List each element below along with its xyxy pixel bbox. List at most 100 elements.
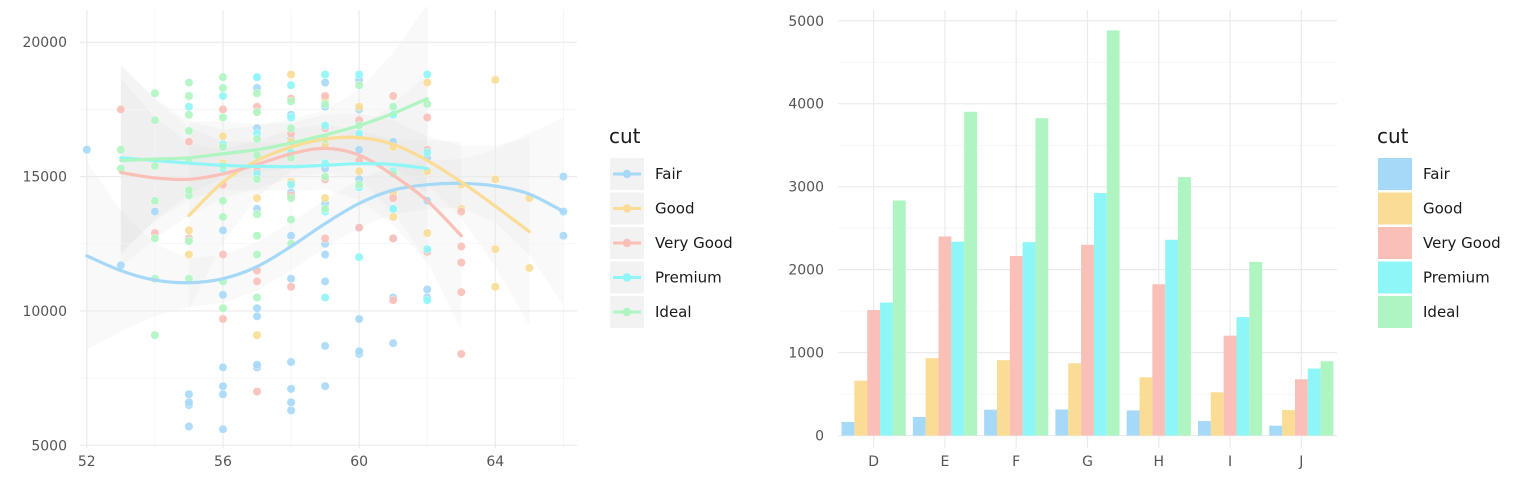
bar-good-D	[854, 380, 868, 436]
point-ideal	[184, 185, 194, 195]
point-ideal	[252, 250, 262, 259]
point-fair	[320, 78, 330, 87]
point-fair	[218, 362, 228, 372]
x-tick-label: 56	[214, 454, 232, 470]
bar-fair-I	[1197, 421, 1211, 436]
bar-good-E	[925, 358, 939, 436]
confidence-band-ideal	[120, 4, 428, 255]
point-fair	[150, 207, 160, 216]
point-good	[388, 212, 398, 222]
bar-good-H	[1139, 377, 1153, 436]
point-very-good	[286, 282, 296, 292]
bar-fair-J	[1269, 425, 1283, 436]
point-fair	[252, 311, 262, 321]
point-very-good	[388, 91, 398, 101]
bar-good-I	[1210, 392, 1224, 436]
point-good	[490, 282, 500, 292]
point-ideal	[388, 102, 398, 112]
point-fair	[558, 231, 568, 241]
point-premium	[286, 80, 296, 90]
point-premium	[320, 121, 330, 130]
point-good	[422, 78, 432, 87]
point-ideal	[184, 91, 194, 101]
bar-ideal-G	[1106, 30, 1120, 436]
trend-line-ideal	[119, 97, 429, 163]
point-premium	[422, 148, 432, 157]
bar-series	[841, 30, 1334, 436]
point-fair	[286, 357, 296, 367]
point-fair	[422, 285, 432, 294]
point-ideal	[286, 123, 296, 133]
point-ideal	[286, 215, 296, 224]
point-ideal	[252, 88, 262, 98]
point-very-good	[456, 207, 466, 216]
bar-fair-E	[912, 416, 926, 436]
point-ideal	[252, 293, 262, 302]
bar-very-good-I	[1223, 335, 1237, 436]
bar-premium-J	[1307, 368, 1321, 436]
legend-key-swatch	[1378, 192, 1412, 225]
legend-label: Very Good	[1423, 234, 1501, 252]
point-fair	[286, 405, 296, 415]
point-ideal	[252, 209, 262, 219]
point-fair	[218, 290, 228, 300]
bar-ideal-E	[964, 111, 978, 436]
scatter-legend-item-ideal: Ideal	[610, 296, 692, 328]
point-premium	[218, 91, 228, 101]
point-premium	[252, 72, 262, 82]
point-ideal	[320, 204, 330, 214]
bar-legend-item-good: Good	[1378, 192, 1463, 225]
point-fair	[82, 145, 92, 155]
bar-axis-ticks: D E F G H I J 0 1000 2000 3000 4000 5000	[788, 14, 1303, 470]
point-very-good	[456, 287, 466, 297]
point-fair	[286, 274, 296, 284]
bar-legend-title: cut	[1377, 124, 1409, 148]
scatter-legend-title: cut	[609, 124, 641, 148]
point-fair	[218, 424, 228, 434]
legend-key-point	[622, 169, 632, 179]
bar-legend-item-very-good: Very Good	[1378, 227, 1501, 259]
point-ideal	[252, 174, 262, 184]
scatter-points	[82, 70, 568, 434]
point-ideal	[184, 236, 194, 246]
y-tick-label: 5000	[788, 14, 824, 30]
point-very-good	[218, 314, 228, 324]
trend-line-very-good	[119, 146, 463, 238]
legend-key-swatch	[1378, 296, 1412, 328]
bar-very-good-D	[867, 310, 881, 436]
point-good	[286, 70, 296, 79]
point-ideal	[354, 80, 364, 90]
bar-premium-F	[1022, 242, 1036, 436]
legend-key-swatch	[1378, 261, 1412, 294]
point-good	[252, 330, 262, 340]
bar-ideal-F	[1035, 118, 1049, 436]
point-very-good	[456, 242, 466, 251]
y-tick-label: 10000	[22, 304, 67, 320]
bar-very-good-J	[1294, 379, 1308, 436]
point-fair	[320, 381, 330, 391]
point-good	[490, 244, 500, 254]
y-tick-label: 15000	[22, 170, 67, 186]
point-very-good	[252, 387, 262, 396]
point-very-good	[388, 193, 398, 203]
point-ideal	[218, 142, 228, 152]
bar-very-good-F	[1009, 256, 1023, 436]
bar-very-good-E	[938, 236, 952, 436]
bar-premium-I	[1236, 317, 1250, 436]
legend-key-point	[622, 204, 632, 213]
point-fair	[286, 397, 296, 407]
point-premium	[286, 113, 296, 122]
point-fair	[218, 225, 228, 235]
x-tick-label: 60	[350, 454, 368, 470]
point-ideal	[320, 172, 330, 182]
scatter-legend-item-good: Good	[610, 192, 695, 225]
point-ideal	[218, 113, 228, 122]
point-ideal	[184, 110, 194, 120]
legend-label: Premium	[1423, 269, 1490, 287]
point-very-good	[422, 113, 432, 122]
point-premium	[388, 204, 398, 214]
point-fair	[354, 314, 364, 324]
bar-good-F	[996, 360, 1010, 436]
y-tick-label: 2000	[788, 263, 824, 279]
bar-fair-F	[984, 409, 997, 436]
